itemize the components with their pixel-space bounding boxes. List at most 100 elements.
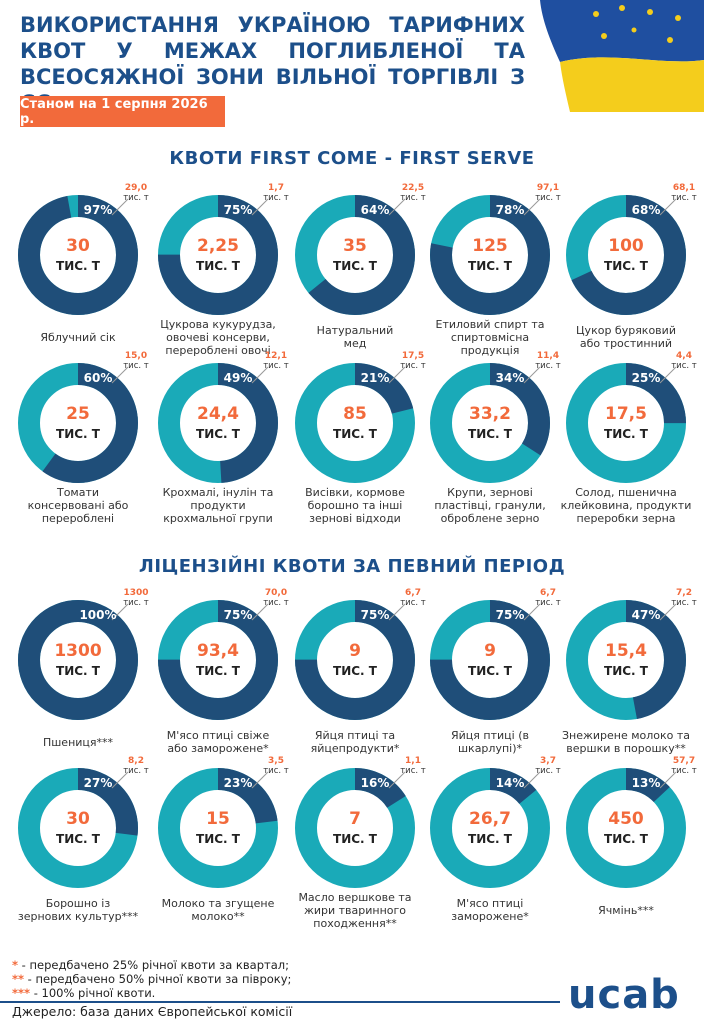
category-label: Крупи, зернові пластівці, гранули, оброб… — [434, 485, 546, 525]
used-amount: 6,7 — [405, 588, 421, 598]
used-amount: 7,2 — [676, 588, 692, 598]
source: Джерело: база даних Європейської комісії — [12, 1004, 293, 1019]
flag-decoration — [540, 0, 704, 112]
used-unit: тис. т — [671, 766, 697, 776]
quota-unit: ТИС. Т — [196, 427, 240, 441]
callout-line — [388, 198, 406, 216]
quota-amount: 9 — [349, 641, 361, 661]
category-label: Молоко та згущене молоко** — [161, 897, 275, 923]
used-unit: тис. т — [263, 361, 289, 371]
callout-line — [251, 366, 269, 384]
quota-unit: ТИС. Т — [468, 427, 512, 441]
section-title: КВОТИ FIRST COME - FIRST SERVE — [169, 148, 535, 169]
callout-line — [388, 603, 406, 621]
percent-label: 75% — [495, 608, 525, 622]
quota-amount: 25 — [66, 404, 90, 424]
used-amount: 8,2 — [128, 756, 144, 766]
category-label: М'ясо птиці заморожене* — [451, 897, 529, 923]
category-label: Знежирене молоко та вершки в порошку** — [561, 729, 691, 755]
quota-unit: ТИС. Т — [56, 259, 100, 273]
date-badge: Станом на 1 серпня 2026 р. — [20, 96, 225, 127]
percent-label: 16% — [360, 776, 390, 790]
used-amount: 4,4 — [676, 351, 692, 361]
callout-line — [523, 198, 541, 216]
used-amount: 3,7 — [540, 756, 556, 766]
used-amount: 97,1 — [536, 183, 560, 193]
percent-label: 47% — [631, 608, 661, 622]
quota-unit: ТИС. Т — [604, 832, 648, 846]
used-amount: 1,1 — [405, 756, 421, 766]
donut-segment — [158, 195, 278, 315]
donut-segment — [18, 600, 138, 720]
title: ВИКОРИСТАННЯ УКРАЇНОЮ ТАРИФНИХ КВОТ У МЕ… — [20, 13, 525, 115]
quota-amount: 93,4 — [197, 641, 239, 661]
quota-unit: ТИС. Т — [468, 664, 512, 678]
quota-amount: 15,4 — [605, 641, 647, 661]
quota-amount: 30 — [66, 809, 90, 829]
callout-line — [251, 603, 269, 621]
callout-line — [523, 366, 541, 384]
category-label: Ячмінь*** — [598, 903, 654, 917]
category-label: Пшениця*** — [42, 735, 114, 749]
callout-line — [659, 603, 677, 621]
quota-amount: 85 — [343, 404, 367, 424]
quota-unit: ТИС. Т — [468, 259, 512, 273]
used-amount: 17,5 — [401, 351, 425, 361]
quota-unit: ТИС. Т — [604, 427, 648, 441]
quota-unit: ТИС. Т — [604, 664, 648, 678]
quota-unit: ТИС. Т — [56, 832, 100, 846]
percent-label: 78% — [495, 203, 525, 217]
callout-line — [659, 366, 677, 384]
donut-segment — [430, 768, 550, 888]
used-unit: тис. т — [535, 361, 561, 371]
percent-label: 97% — [83, 203, 113, 217]
footnote: *** - 100% річної квоти. — [12, 986, 155, 1000]
callout-line — [388, 366, 406, 384]
flag-blue — [540, 0, 704, 62]
quota-amount: 33,2 — [469, 404, 511, 424]
category-label: Висівки, кормове борошно та інші зернові… — [305, 485, 405, 525]
category-label: Цукрова кукурудза, овочеві консерви, пер… — [160, 317, 276, 357]
quota-unit: ТИС. Т — [333, 427, 377, 441]
donut-segment — [430, 195, 550, 315]
stars — [593, 5, 681, 43]
donut-layer — [18, 195, 686, 888]
quota-amount: 9 — [484, 641, 496, 661]
callout-line — [251, 198, 269, 216]
quota-amount: 2,25 — [197, 236, 239, 256]
category-label: Етиловий спирт та спиртовмісна продукція — [435, 317, 545, 357]
category-label: Крохмалі, інулін та продукти крохмальної… — [162, 485, 274, 525]
callout-line — [388, 771, 406, 789]
quota-amount: 450 — [608, 809, 644, 829]
donut-segment — [430, 363, 550, 483]
used-amount: 70,0 — [264, 588, 288, 598]
callout-line — [523, 603, 541, 621]
used-unit: тис. т — [263, 766, 289, 776]
donut-segment — [18, 195, 138, 315]
footnote-text: - 100% річної квоти. — [30, 986, 156, 1000]
footnote-mark: ** — [12, 972, 25, 986]
percent-label: 75% — [223, 203, 253, 217]
used-amount: 11,4 — [536, 351, 560, 361]
callout-line — [659, 198, 677, 216]
callout-line — [111, 771, 129, 789]
percent-label: 75% — [360, 608, 390, 622]
used-unit: тис. т — [123, 361, 149, 371]
donut-segment — [295, 600, 415, 720]
used-unit: тис. т — [671, 598, 697, 608]
used-amount: 6,7 — [540, 588, 556, 598]
used-unit: тис. т — [400, 193, 426, 203]
used-amount: 12,1 — [264, 351, 288, 361]
category-label: Цукор буряковий або тростинний — [576, 324, 676, 350]
percent-label: 25% — [631, 371, 661, 385]
footnote-text: - передбачено 50% річної квоти за піврок… — [24, 972, 292, 986]
used-amount: 22,5 — [401, 183, 425, 193]
quota-unit: ТИС. Т — [196, 259, 240, 273]
donut-segment — [18, 768, 138, 888]
category-label: Яблучний сік — [40, 330, 116, 344]
percent-label: 60% — [83, 371, 113, 385]
used-unit: тис. т — [535, 598, 561, 608]
used-unit: тис. т — [263, 598, 289, 608]
percent-label: 14% — [495, 776, 525, 790]
